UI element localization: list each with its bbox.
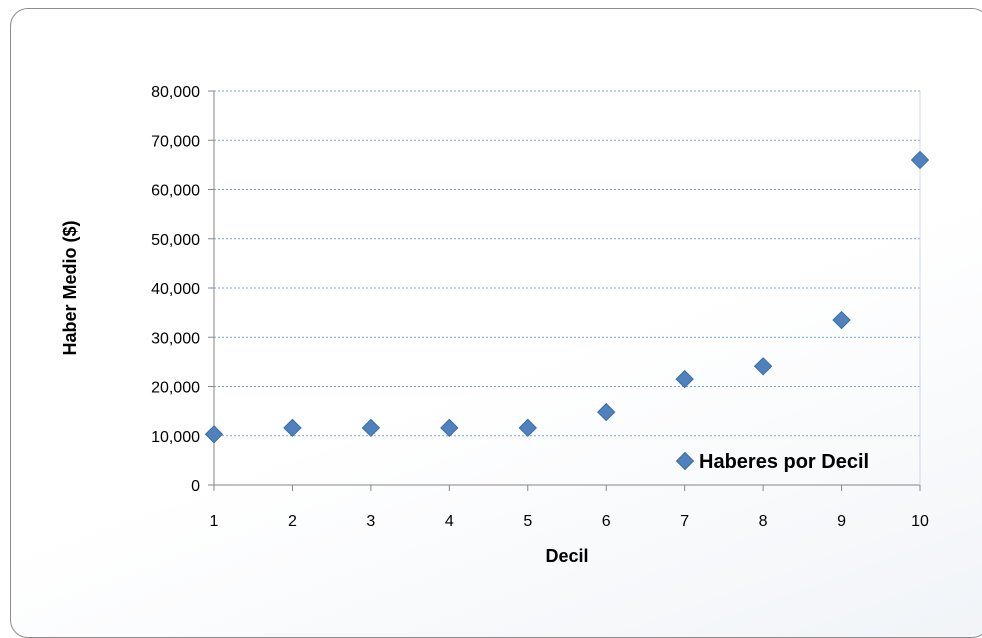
x-tick-label: 1 <box>210 513 219 530</box>
legend: Haberes por Decil <box>675 451 869 473</box>
chart-frame <box>10 8 982 638</box>
x-tick-label: 9 <box>837 513 846 530</box>
data-point <box>753 357 773 376</box>
x-tick-label: 4 <box>445 513 454 530</box>
data-points <box>204 150 930 444</box>
data-point <box>597 402 616 422</box>
x-tick-label: 2 <box>288 513 297 530</box>
x-tick-label: 3 <box>366 513 375 530</box>
y-tick-label: 80,000 <box>151 84 200 101</box>
data-point <box>518 418 537 438</box>
data-point <box>675 369 694 389</box>
data-point <box>361 418 381 438</box>
x-axis-title: Decil <box>545 546 588 566</box>
y-tick-label: 50,000 <box>151 232 200 249</box>
data-point <box>204 425 224 444</box>
y-tick-label: 30,000 <box>151 330 200 347</box>
data-point <box>832 310 851 330</box>
legend-label: Haberes por Decil <box>699 451 869 473</box>
y-tick-label: 0 <box>191 478 200 495</box>
y-axis-title: Haber Medio ($) <box>60 220 80 355</box>
y-tick-label: 10,000 <box>151 429 200 446</box>
y-tick-label: 40,000 <box>151 281 200 298</box>
x-tick-label: 7 <box>680 513 689 530</box>
axes <box>208 90 921 491</box>
y-tick-labels: 0 10,000 20,000 30,000 40,000 50,000 60,000 70,… <box>151 84 200 495</box>
data-point <box>440 418 459 438</box>
x-tick-label: 5 <box>523 513 532 530</box>
x-tick-label: 8 <box>759 513 768 530</box>
gridlines <box>214 90 920 437</box>
data-point <box>283 418 302 438</box>
x-tick-labels: 1 2 3 4 5 6 7 8 9 10 <box>210 513 929 530</box>
data-point <box>910 150 930 170</box>
y-tick-label: 70,000 <box>151 133 200 150</box>
legend-marker <box>675 451 695 471</box>
y-tick-label: 20,000 <box>151 380 200 397</box>
x-tick-label: 10 <box>911 513 929 530</box>
x-tick-label: 6 <box>602 513 611 530</box>
y-tick-label: 60,000 <box>151 183 200 200</box>
